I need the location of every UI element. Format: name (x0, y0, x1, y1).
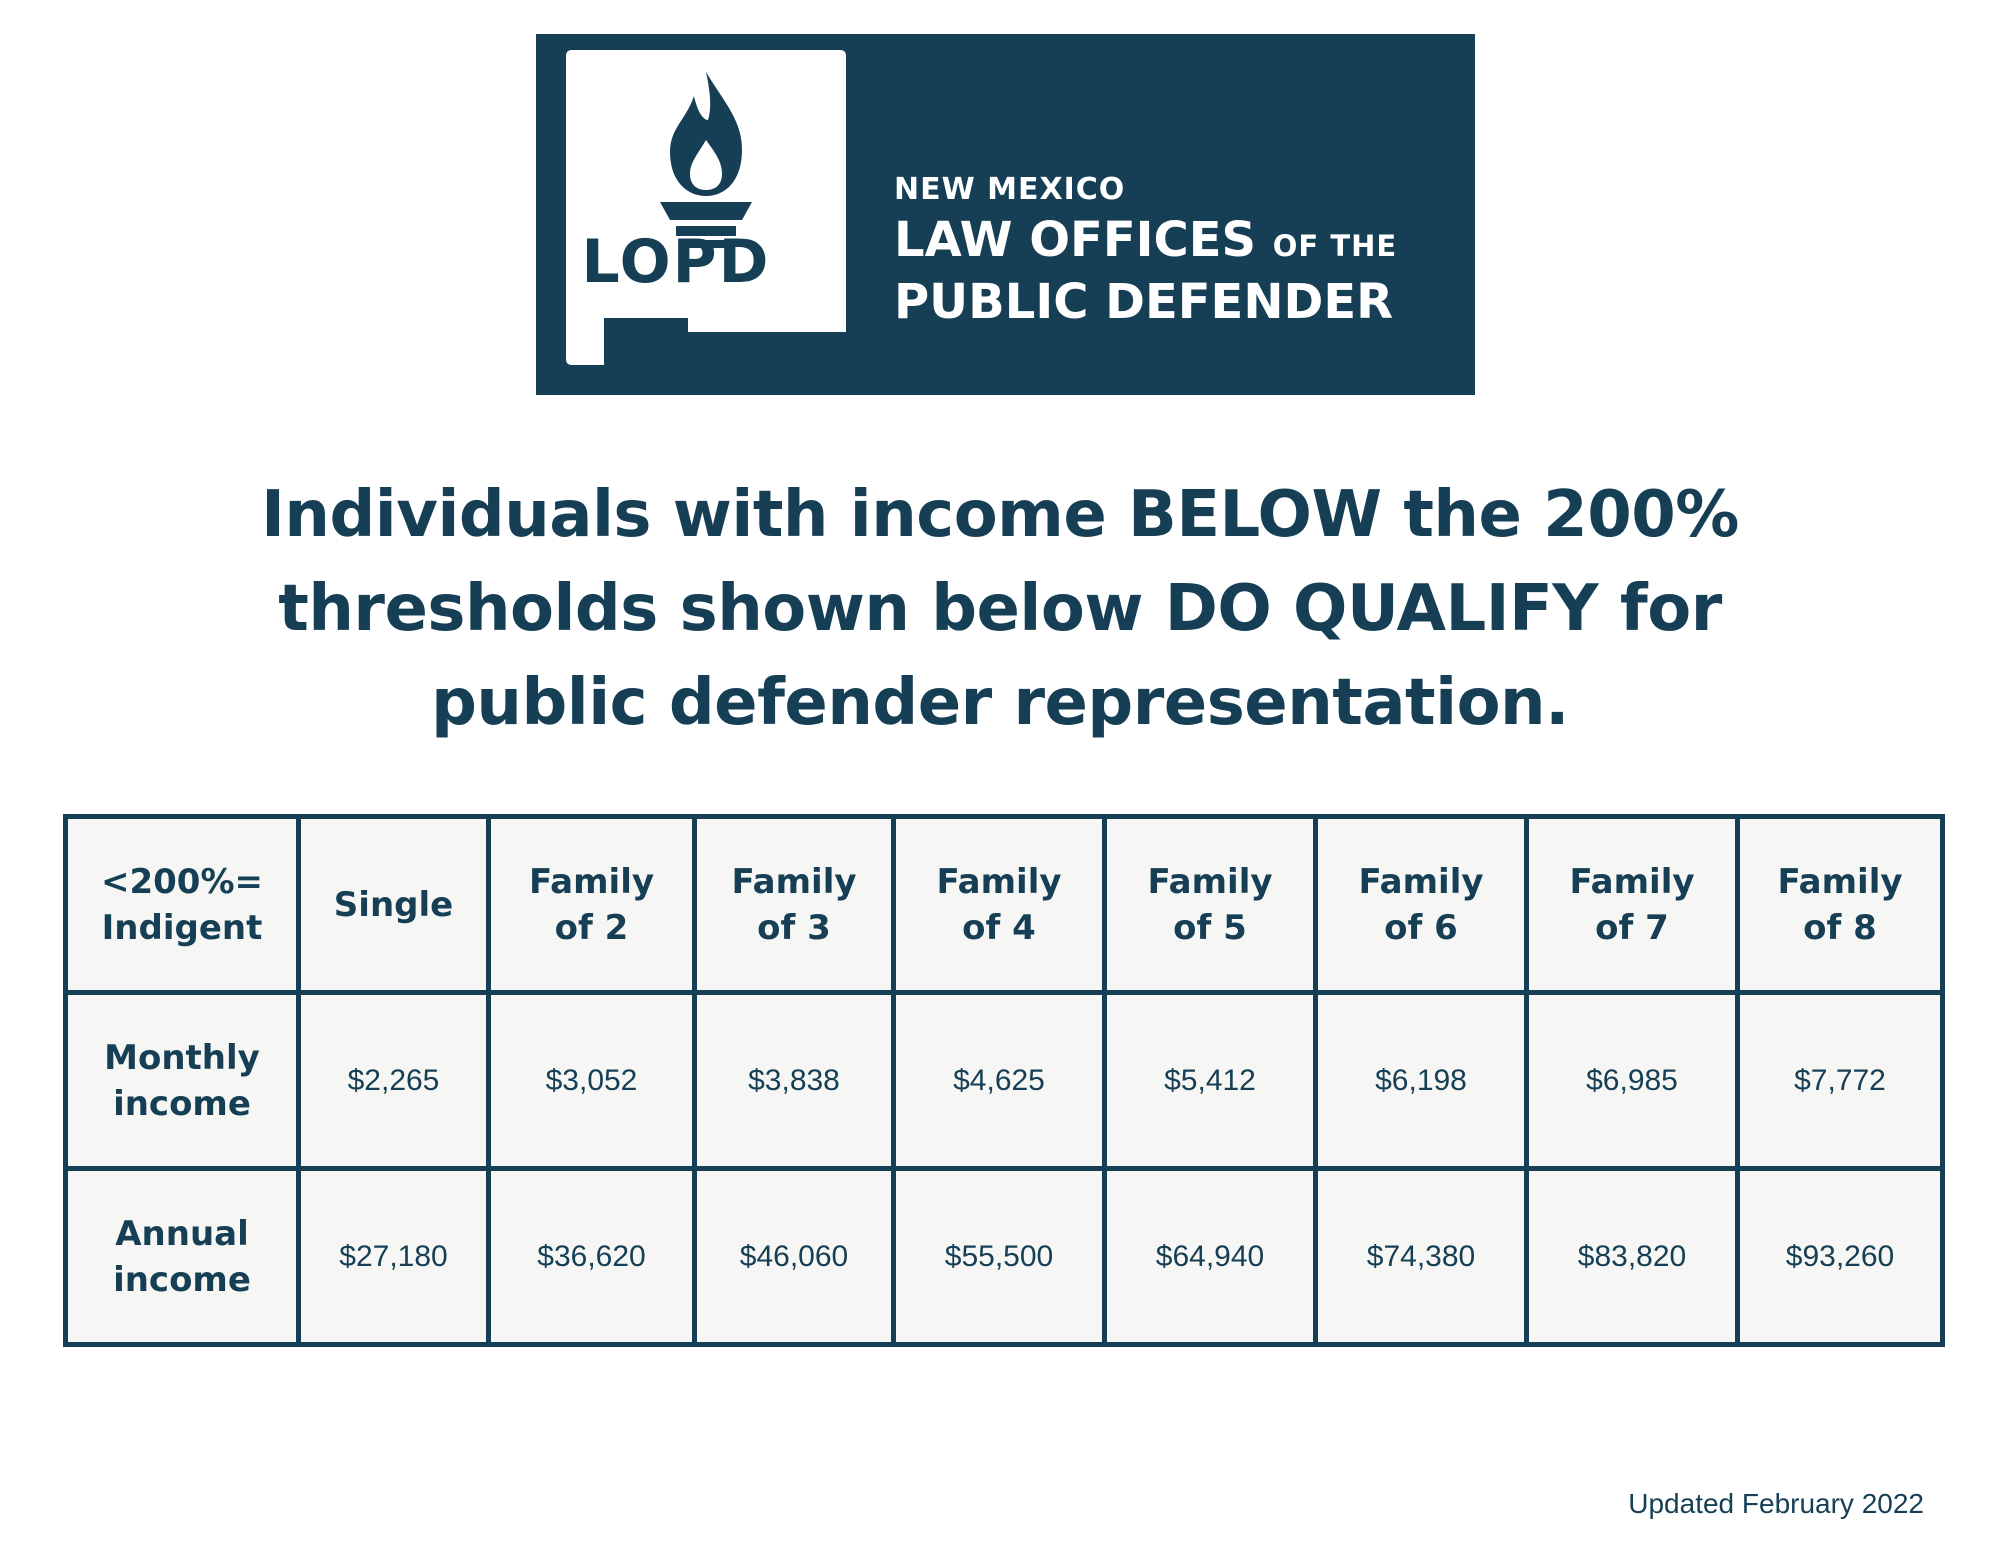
table-cell: $3,838 (692, 990, 896, 1171)
row-label-text: Monthly (104, 1037, 260, 1078)
organization-name: NEW MEXICO LAW OFFICES OF THE PUBLIC DEF… (894, 172, 1397, 330)
column-header-family-6: Family of 6 (1313, 814, 1529, 995)
org-state: NEW MEXICO (894, 172, 1126, 207)
column-header-label: Family (1147, 861, 1273, 902)
table-cell: $27,180 (296, 1166, 491, 1347)
org-public-defender: PUBLIC DEFENDER (894, 274, 1394, 330)
table-cell: $7,772 (1735, 990, 1945, 1171)
table-cell: $36,620 (486, 1166, 697, 1347)
row-label-annual: Annual income (63, 1166, 301, 1347)
column-header-label: of 6 (1384, 907, 1458, 948)
org-law-offices: LAW OFFICES (894, 212, 1257, 268)
column-header-label: Family (936, 861, 1062, 902)
row-label-text: Annual (115, 1213, 249, 1254)
column-header-label: Family (731, 861, 857, 902)
eligibility-headline: Individuals with income BELOW the 200% t… (120, 468, 1880, 750)
table-cell: $46,060 (692, 1166, 896, 1347)
logo-abbreviation: LOPD (581, 227, 771, 297)
headline-line: thresholds shown below DO QUALIFY for (278, 572, 1722, 646)
corner-label: Indigent (101, 907, 263, 948)
row-label-monthly: Monthly income (63, 990, 301, 1171)
lopd-banner: LOPD NEW MEXICO LAW OFFICES OF THE PUBLI… (536, 34, 1475, 395)
column-header-family-4: Family of 4 (891, 814, 1107, 995)
column-header-label: of 5 (1173, 907, 1247, 948)
table-cell: $4,625 (891, 990, 1107, 1171)
column-header-label: Family (1358, 861, 1484, 902)
headline-line: public defender representation. (431, 666, 1569, 740)
updated-date: Updated February 2022 (1628, 1488, 1924, 1519)
row-label-text: income (113, 1259, 251, 1300)
headline-line: Individuals with income BELOW the 200% (261, 478, 1739, 552)
column-header-label: Single (333, 884, 454, 925)
column-header-single: Single (296, 814, 491, 995)
column-header-label: Family (528, 861, 655, 902)
new-mexico-state-icon (566, 50, 846, 365)
column-header-label: of 4 (962, 907, 1036, 948)
table-cell: $93,260 (1735, 1166, 1945, 1347)
table-cell: $74,380 (1313, 1166, 1529, 1347)
corner-header: <200%= Indigent (63, 814, 301, 995)
column-header-family-8: Family of 8 (1735, 814, 1945, 995)
table-cell: $5,412 (1102, 990, 1318, 1171)
table-row-monthly: Monthly income $2,265 $3,052 $3,838 $4,6… (63, 990, 1945, 1171)
table-cell: $55,500 (891, 1166, 1107, 1347)
table-cell: $83,820 (1524, 1166, 1740, 1347)
table-cell: $2,265 (296, 990, 491, 1171)
table-row-annual: Annual income $27,180 $36,620 $46,060 $5… (63, 1166, 1945, 1347)
column-header-label: of 8 (1803, 907, 1877, 948)
table-cell: $6,985 (1524, 990, 1740, 1171)
torch-icon (660, 72, 752, 248)
table-header-row: <200%= Indigent Single Family of 2 Famil… (63, 814, 1945, 995)
corner-label: <200%= (100, 861, 263, 902)
column-header-label: of 2 (554, 907, 629, 948)
table-cell: $3,052 (486, 990, 697, 1171)
table-cell: $64,940 (1102, 1166, 1318, 1347)
column-header-label: of 7 (1595, 907, 1669, 948)
column-header-family-7: Family of 7 (1524, 814, 1740, 995)
org-line-2: LAW OFFICES OF THE (894, 212, 1397, 274)
income-threshold-table: <200%= Indigent Single Family of 2 Famil… (63, 814, 1945, 1347)
org-of-the: OF THE (1272, 229, 1398, 263)
column-header-label: Family (1569, 861, 1695, 902)
column-header-label: Family (1777, 861, 1903, 902)
row-label-text: income (113, 1083, 251, 1124)
table-cell: $6,198 (1313, 990, 1529, 1171)
column-header-label: of 3 (757, 907, 831, 948)
column-header-family-5: Family of 5 (1102, 814, 1318, 995)
column-header-family-3: Family of 3 (692, 814, 896, 995)
column-header-family-2: Family of 2 (486, 814, 697, 995)
